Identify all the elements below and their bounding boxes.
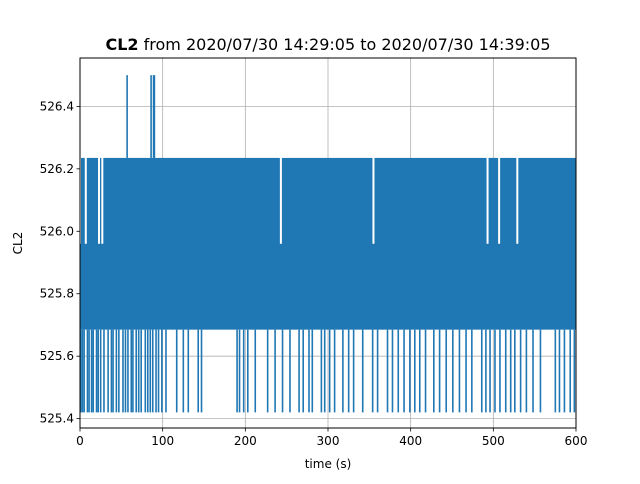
series-ceiling-gap (372, 157, 375, 244)
chart-title: CL2 from 2020/07/30 14:29:05 to 2020/07/… (105, 35, 550, 54)
y-tick-label: 526.2 (40, 162, 74, 176)
series-band (80, 157, 576, 330)
y-tick-label: 526.4 (40, 99, 74, 113)
x-tick-label: 500 (482, 434, 505, 448)
y-tick-label: 525.8 (40, 287, 74, 301)
x-tick-label: 100 (151, 434, 174, 448)
series-ceiling-gap (98, 157, 101, 244)
x-tick-label: 200 (234, 434, 257, 448)
y-tick-label: 525.6 (40, 349, 74, 363)
y-tick-label: 525.4 (40, 412, 74, 426)
x-tick-label: 0 (76, 434, 84, 448)
chart-title-bold: CL2 (105, 35, 138, 54)
x-tick-label: 300 (317, 434, 340, 448)
x-tick-label: 400 (399, 434, 422, 448)
series-ceiling-gap (498, 157, 501, 244)
series-ceiling-gap (516, 157, 519, 244)
series-ceiling-gap (101, 157, 104, 244)
series-ceiling-gap (486, 157, 489, 244)
series-ceiling-gap (279, 157, 282, 244)
series-ceiling-gap (84, 157, 87, 244)
x-axis-ticks: 0 100 200 300 400 500 600 (76, 428, 587, 448)
x-tick-label: 600 (565, 434, 588, 448)
series-cl2 (79, 75, 576, 413)
y-tick-label: 526.0 (40, 224, 74, 238)
y-axis-ticks: 525.4 525.6 525.8 526.0 526.2 526.4 (40, 99, 80, 426)
y-axis-label: CL2 (11, 232, 25, 255)
x-axis-label: time (s) (305, 457, 352, 471)
chart-title-rest: from 2020/07/30 14:29:05 to 2020/07/30 1… (139, 35, 551, 54)
